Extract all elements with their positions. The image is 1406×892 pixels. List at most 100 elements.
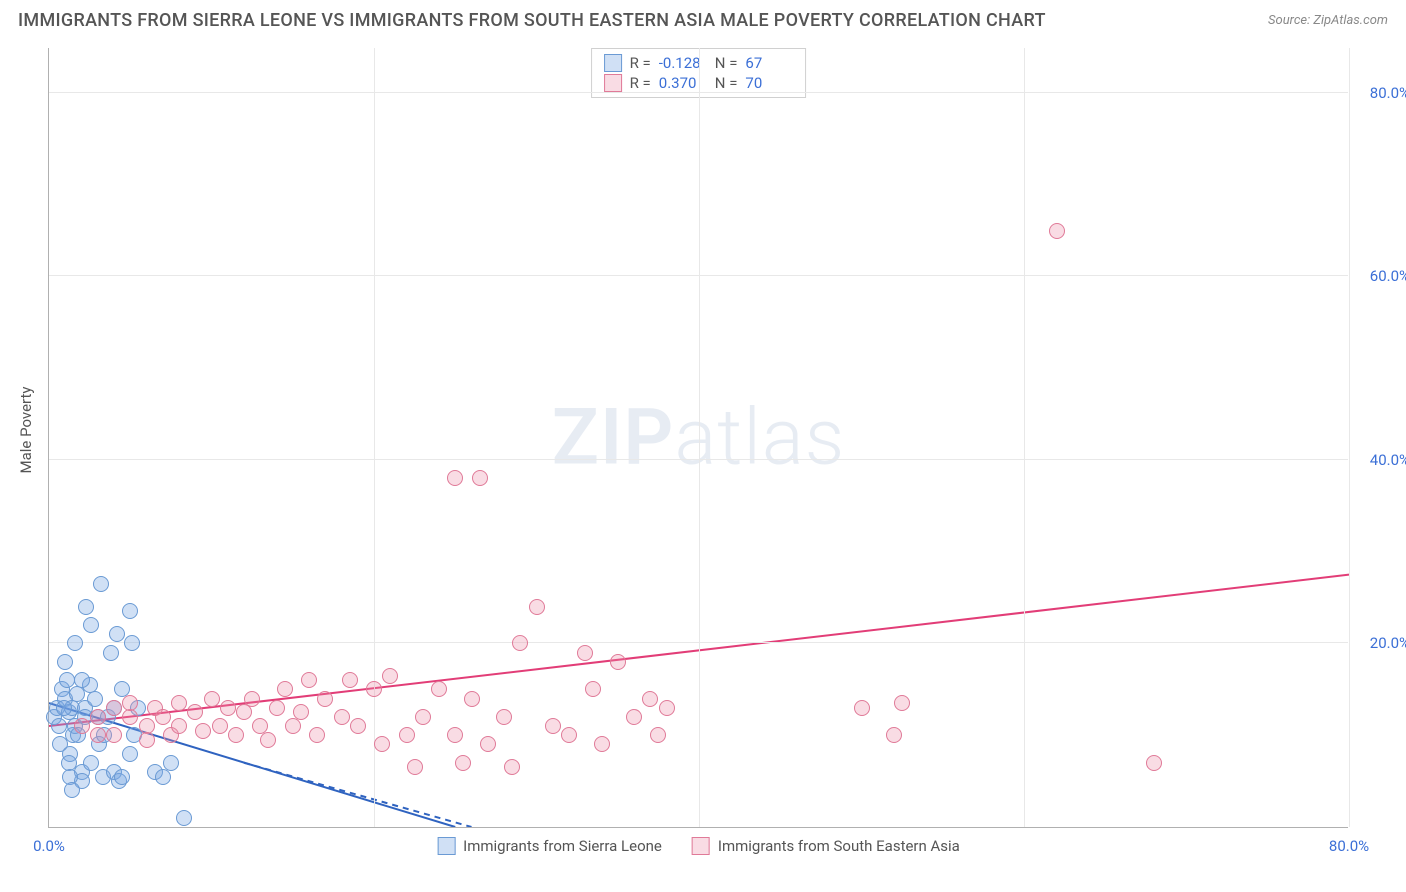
- data-point: [610, 654, 626, 670]
- data-point: [187, 704, 203, 720]
- data-point: [496, 709, 512, 725]
- swatch-icon: [692, 837, 710, 855]
- data-point: [277, 681, 293, 697]
- data-point: [399, 727, 415, 743]
- data-point: [447, 470, 463, 486]
- data-point: [285, 718, 301, 734]
- data-point: [334, 709, 350, 725]
- gridline-v: [374, 48, 375, 827]
- data-point: [455, 755, 471, 771]
- data-point: [139, 732, 155, 748]
- data-point: [78, 599, 94, 615]
- scatter-plot: ZIPatlas R = -0.128 N = 67 R = 0.370 N =…: [48, 48, 1348, 828]
- data-point: [504, 759, 520, 775]
- data-point: [220, 700, 236, 716]
- data-point: [366, 681, 382, 697]
- y-tick-label: 20.0%: [1355, 634, 1406, 652]
- data-point: [894, 695, 910, 711]
- data-point: [561, 727, 577, 743]
- data-point: [382, 668, 398, 684]
- data-point: [854, 700, 870, 716]
- data-point: [1146, 755, 1162, 771]
- data-point: [106, 700, 122, 716]
- data-point: [93, 576, 109, 592]
- data-point: [626, 709, 642, 725]
- swatch-icon: [604, 74, 622, 92]
- swatch-icon: [604, 54, 622, 72]
- data-point: [886, 727, 902, 743]
- data-point: [407, 759, 423, 775]
- data-point: [204, 691, 220, 707]
- data-point: [269, 700, 285, 716]
- data-point: [171, 695, 187, 711]
- data-point: [122, 746, 138, 762]
- data-point: [472, 470, 488, 486]
- data-point: [74, 718, 90, 734]
- data-point: [64, 782, 80, 798]
- gridline-v: [1349, 48, 1350, 827]
- swatch-icon: [437, 837, 455, 855]
- x-tick-label: 80.0%: [1329, 837, 1369, 855]
- data-point: [109, 626, 125, 642]
- data-point: [659, 700, 675, 716]
- data-point: [585, 681, 601, 697]
- chart-title: IMMIGRANTS FROM SIERRA LEONE VS IMMIGRAN…: [18, 10, 1046, 31]
- data-point: [56, 700, 72, 716]
- data-point: [415, 709, 431, 725]
- data-point: [650, 727, 666, 743]
- data-point: [431, 681, 447, 697]
- data-point: [512, 635, 528, 651]
- data-point: [594, 736, 610, 752]
- legend-item-sierra: Immigrants from Sierra Leone: [437, 837, 662, 855]
- x-tick-label: 0.0%: [33, 837, 65, 855]
- legend: Immigrants from Sierra Leone Immigrants …: [437, 837, 960, 855]
- data-point: [90, 709, 106, 725]
- data-point: [124, 635, 140, 651]
- data-point: [642, 691, 658, 707]
- data-point: [103, 645, 119, 661]
- data-point: [163, 755, 179, 771]
- data-point: [293, 704, 309, 720]
- data-point: [155, 769, 171, 785]
- data-point: [171, 718, 187, 734]
- legend-item-asia: Immigrants from South Eastern Asia: [692, 837, 960, 855]
- y-tick-label: 60.0%: [1355, 267, 1406, 285]
- data-point: [106, 727, 122, 743]
- data-point: [577, 645, 593, 661]
- data-point: [309, 727, 325, 743]
- data-point: [122, 695, 138, 711]
- data-point: [1049, 223, 1065, 239]
- data-point: [57, 654, 73, 670]
- data-point: [212, 718, 228, 734]
- data-point: [228, 727, 244, 743]
- data-point: [51, 718, 67, 734]
- data-point: [260, 732, 276, 748]
- data-point: [342, 672, 358, 688]
- data-point: [529, 599, 545, 615]
- data-point: [155, 709, 171, 725]
- gridline-v: [699, 48, 700, 827]
- data-point: [374, 736, 390, 752]
- data-point: [114, 769, 130, 785]
- data-point: [244, 691, 260, 707]
- data-point: [90, 727, 106, 743]
- data-point: [87, 691, 103, 707]
- data-point: [480, 736, 496, 752]
- data-point: [83, 755, 99, 771]
- data-point: [83, 617, 99, 633]
- data-point: [545, 718, 561, 734]
- data-point: [301, 672, 317, 688]
- gridline-v: [1024, 48, 1025, 827]
- data-point: [317, 691, 333, 707]
- data-point: [176, 810, 192, 826]
- data-point: [122, 709, 138, 725]
- data-point: [236, 704, 252, 720]
- data-point: [67, 635, 83, 651]
- data-point: [447, 727, 463, 743]
- data-point: [122, 603, 138, 619]
- data-point: [74, 672, 90, 688]
- source-attribution: Source: ZipAtlas.com: [1268, 13, 1388, 28]
- data-point: [195, 723, 211, 739]
- y-tick-label: 80.0%: [1355, 84, 1406, 102]
- y-axis-label: Male Poverty: [17, 387, 35, 474]
